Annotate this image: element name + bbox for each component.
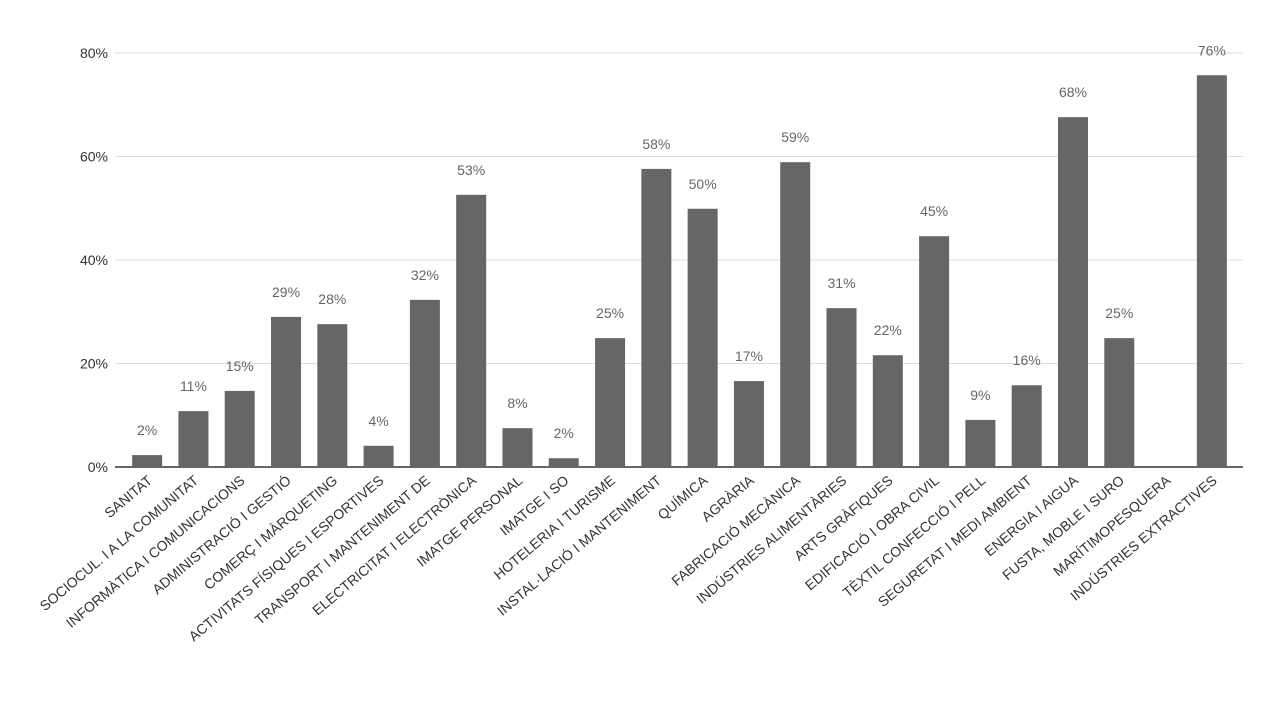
bar [224, 390, 255, 467]
value-label: 28% [318, 291, 346, 307]
value-label: 8% [507, 395, 527, 411]
bar [687, 208, 718, 467]
bar [178, 411, 209, 467]
bar [1011, 385, 1042, 467]
bar [409, 299, 440, 467]
bar [733, 381, 764, 467]
bar [456, 194, 487, 468]
value-label: 76% [1198, 42, 1226, 58]
bar [363, 445, 394, 467]
bar [919, 236, 950, 467]
value-label: 31% [828, 275, 856, 291]
value-label: 2% [554, 425, 574, 441]
bar [780, 162, 811, 467]
value-label: 9% [970, 387, 990, 403]
value-label: 17% [735, 348, 763, 364]
bar [132, 455, 163, 467]
value-label: 4% [368, 413, 388, 429]
value-label: 16% [1013, 352, 1041, 368]
value-label: 25% [596, 305, 624, 321]
value-label: 53% [457, 162, 485, 178]
value-label: 29% [272, 284, 300, 300]
bar [595, 338, 626, 467]
y-tick-label: 60% [80, 149, 108, 165]
bar [872, 355, 903, 467]
y-tick-label: 80% [80, 45, 108, 61]
value-label: 22% [874, 322, 902, 338]
bar [1057, 117, 1088, 468]
bar [1104, 338, 1135, 467]
value-label: 25% [1105, 305, 1133, 321]
y-tick-label: 20% [80, 356, 108, 372]
value-label: 58% [642, 136, 670, 152]
value-label: 15% [226, 358, 254, 374]
value-label: 32% [411, 267, 439, 283]
bar [1196, 75, 1227, 467]
value-label: 59% [781, 129, 809, 145]
value-label: 68% [1059, 84, 1087, 100]
y-tick-label: 40% [80, 252, 108, 268]
y-tick-label: 0% [88, 459, 108, 475]
value-label: 45% [920, 203, 948, 219]
bar [271, 316, 302, 467]
bar [502, 428, 533, 467]
bar [641, 168, 672, 468]
value-label: 2% [137, 422, 157, 438]
bar [965, 419, 996, 467]
value-label: 11% [180, 378, 207, 394]
value-label: 50% [689, 176, 717, 192]
bar [826, 308, 857, 467]
bar [317, 324, 348, 467]
bar [548, 458, 579, 467]
